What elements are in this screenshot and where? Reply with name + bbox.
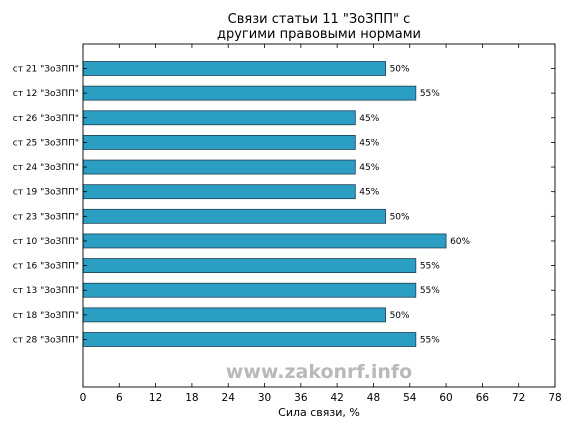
category-label: ст 28 "ЗоЗПП" xyxy=(13,336,79,346)
data-label: 55% xyxy=(420,262,440,272)
bar xyxy=(82,110,356,126)
category-label: ст 10 "ЗоЗПП" xyxy=(13,237,79,247)
x-tick-label: 78 xyxy=(548,392,561,404)
bar xyxy=(82,61,386,76)
bar xyxy=(82,307,386,323)
plot-frame xyxy=(82,43,556,388)
category-label: ст 23 "ЗоЗПП" xyxy=(13,212,79,222)
bar xyxy=(82,85,417,101)
bar xyxy=(82,332,417,347)
data-label: 50% xyxy=(390,65,410,75)
x-tick-label: 12 xyxy=(149,392,162,404)
x-tick-label: 30 xyxy=(258,392,271,404)
category-label: ст 26 "ЗоЗПП" xyxy=(13,114,79,124)
data-label: 50% xyxy=(390,311,410,321)
x-axis-title: Сила связи, % xyxy=(278,406,360,419)
data-label: 45% xyxy=(359,138,379,148)
data-label: 60% xyxy=(450,237,470,247)
data-label: 55% xyxy=(420,336,440,346)
category-label: ст 19 "ЗоЗПП" xyxy=(13,188,79,198)
x-tick-label: 60 xyxy=(439,392,452,404)
bar xyxy=(82,184,356,200)
x-tick-label: 6 xyxy=(116,392,123,404)
x-tick-label: 36 xyxy=(294,392,308,404)
bar xyxy=(82,159,356,175)
category-label: ст 21 "ЗоЗПП" xyxy=(13,65,79,75)
x-tick-label: 42 xyxy=(330,392,343,404)
category-label: ст 18 "ЗоЗПП" xyxy=(13,311,79,321)
data-label: 45% xyxy=(359,188,379,198)
chart-title-line: Связи статьи 11 "ЗоЗПП" с xyxy=(228,12,411,27)
bar xyxy=(82,233,447,249)
x-tick-label: 18 xyxy=(185,392,198,404)
category-label: ст 16 "ЗоЗПП" xyxy=(13,262,79,272)
watermark-text: www.zakonrf.info xyxy=(226,361,412,383)
category-label: ст 25 "ЗоЗПП" xyxy=(13,138,79,148)
x-tick-label: 0 xyxy=(80,392,87,404)
data-label: 50% xyxy=(390,212,410,222)
data-label: 45% xyxy=(359,163,379,173)
data-label: 55% xyxy=(420,286,440,296)
data-label: 45% xyxy=(359,114,379,124)
bar xyxy=(82,282,417,298)
chart-title-line: другими правовыми нормами xyxy=(217,27,421,42)
category-label: ст 24 "ЗоЗПП" xyxy=(13,163,79,173)
bar xyxy=(82,258,417,273)
x-tick-label: 72 xyxy=(512,392,525,404)
data-label: 55% xyxy=(420,89,440,99)
bar xyxy=(82,208,386,224)
category-label: ст 12 "ЗоЗПП" xyxy=(13,89,79,99)
x-tick-label: 66 xyxy=(476,392,490,404)
x-tick-label: 48 xyxy=(367,392,380,404)
x-tick-label: 54 xyxy=(403,392,417,404)
x-tick-label: 24 xyxy=(222,392,236,404)
bar xyxy=(82,135,356,150)
category-label: ст 13 "ЗоЗПП" xyxy=(13,286,79,296)
